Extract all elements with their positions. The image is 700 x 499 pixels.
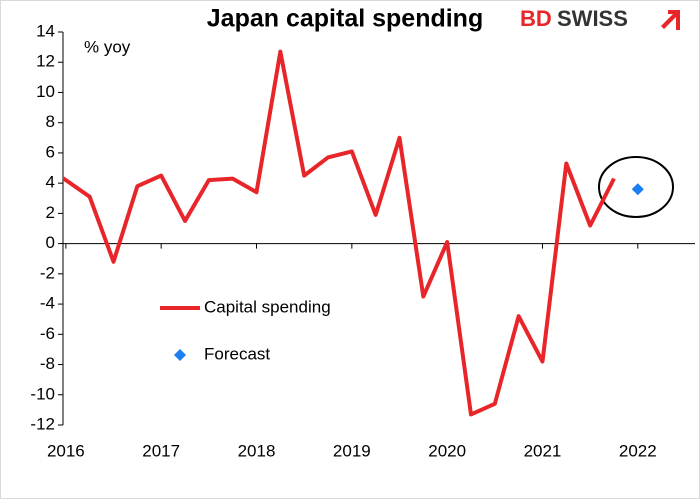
plot-area xyxy=(63,49,644,417)
chart-title: Japan capital spending xyxy=(207,5,483,33)
y-tick-label: 6 xyxy=(46,142,55,161)
x-tick-label: 2020 xyxy=(428,441,466,460)
x-tick-label: 2017 xyxy=(142,441,180,460)
y-tick-label: -12 xyxy=(30,414,55,433)
legend-label: Capital spending xyxy=(204,297,331,316)
y-tick-label: -4 xyxy=(40,294,55,313)
y-tick-label: -8 xyxy=(40,354,55,373)
legend-label: Forecast xyxy=(204,344,270,363)
y-tick-label: -2 xyxy=(40,263,55,282)
forecast-circle xyxy=(598,156,674,218)
y-tick-label: 14 xyxy=(36,21,55,40)
x-tick-label: 2019 xyxy=(333,441,371,460)
x-tick-label: 2016 xyxy=(47,441,85,460)
y-tick-label: 10 xyxy=(36,82,55,101)
y-tick-label: 0 xyxy=(46,233,55,252)
y-tick-label: 4 xyxy=(46,173,55,192)
logo: BD SWISS xyxy=(520,6,680,31)
forecast-point xyxy=(631,183,644,196)
y-tick-label: -10 xyxy=(30,384,55,403)
y-tick-label: 12 xyxy=(36,52,55,71)
legend-swatch xyxy=(174,349,186,361)
logo-arrow xyxy=(661,10,680,30)
series-line xyxy=(63,49,616,417)
y-tick-label: -6 xyxy=(40,324,55,343)
logo-left: BD xyxy=(520,6,552,31)
y-tick-label: 2 xyxy=(46,203,55,222)
logo-right: SWISS xyxy=(557,6,628,31)
x-tick-label: 2022 xyxy=(619,441,657,460)
x-tick-label: 2021 xyxy=(524,441,562,460)
y-tick-label: 8 xyxy=(46,112,55,131)
x-tick-label: 2018 xyxy=(238,441,276,460)
y-axis-unit: % yoy xyxy=(84,37,131,56)
